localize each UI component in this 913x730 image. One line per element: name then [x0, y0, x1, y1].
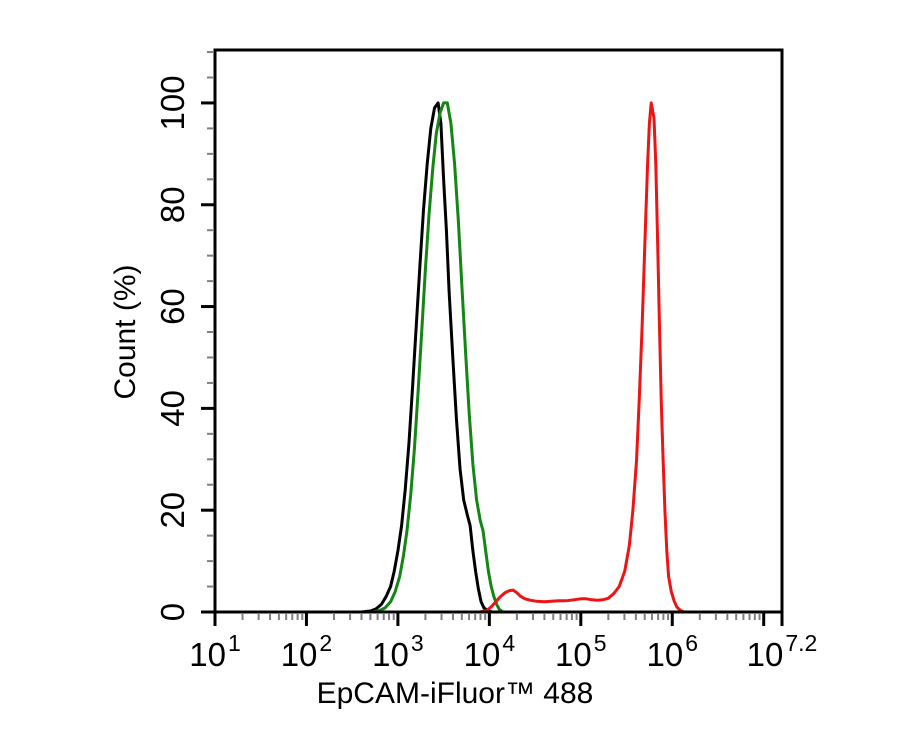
y-tick-label: 20 [154, 492, 191, 529]
x-tick-label: 102 [281, 630, 333, 673]
x-tick-label: 104 [464, 630, 516, 673]
y-tick-label: 100 [154, 75, 191, 130]
y-tick-label: 60 [154, 288, 191, 325]
y-tick-label: 80 [154, 186, 191, 223]
y-tick-label: 0 [154, 603, 191, 621]
y-axis-major-ticks: 0 20 40 60 80 100 [154, 75, 215, 621]
x-tick-label: 107.2 [747, 630, 818, 673]
x-axis-title: EpCAM-iFluor™ 488 [316, 677, 594, 710]
x-tick-label: 101 [189, 630, 241, 673]
x-tick-label: 105 [555, 630, 607, 673]
red-curve [213, 101, 784, 614]
y-axis-title: Count (%) [109, 264, 142, 400]
x-tick-label: 106 [647, 630, 699, 673]
y-axis-minor-ticks [207, 51, 214, 588]
x-tick-label: 103 [372, 630, 424, 673]
black-curve [213, 101, 784, 614]
curves [213, 101, 784, 614]
x-axis-major-ticks: 101 102 103 104 105 106 107.2 [189, 612, 817, 673]
plot-border [213, 48, 784, 614]
x-axis-minor-ticks [241, 613, 761, 620]
green-curve [213, 101, 784, 614]
y-tick-label: 40 [154, 390, 191, 427]
